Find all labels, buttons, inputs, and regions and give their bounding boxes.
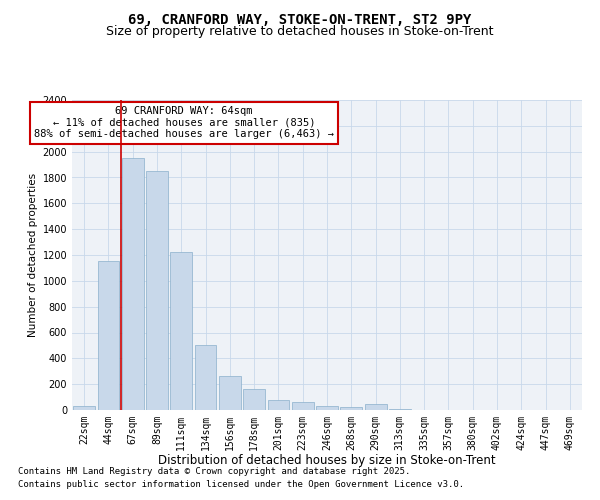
Text: 69, CRANFORD WAY, STOKE-ON-TRENT, ST2 9PY: 69, CRANFORD WAY, STOKE-ON-TRENT, ST2 9P…	[128, 12, 472, 26]
Bar	[268, 400, 289, 410]
Bar	[243, 388, 265, 410]
Text: 69 CRANFORD WAY: 64sqm
← 11% of detached houses are smaller (835)
88% of semi-de: 69 CRANFORD WAY: 64sqm ← 11% of detached…	[34, 106, 334, 140]
Bar	[146, 171, 168, 410]
Bar	[97, 262, 119, 410]
Bar	[365, 404, 386, 410]
Text: Size of property relative to detached houses in Stoke-on-Trent: Size of property relative to detached ho…	[106, 25, 494, 38]
Bar	[292, 402, 314, 410]
Bar	[340, 408, 362, 410]
Bar	[194, 346, 217, 410]
Bar	[170, 252, 192, 410]
Bar	[219, 376, 241, 410]
Text: Contains HM Land Registry data © Crown copyright and database right 2025.: Contains HM Land Registry data © Crown c…	[18, 467, 410, 476]
Bar	[73, 406, 95, 410]
Y-axis label: Number of detached properties: Number of detached properties	[28, 173, 38, 337]
Text: Contains public sector information licensed under the Open Government Licence v3: Contains public sector information licen…	[18, 480, 464, 489]
Bar	[122, 158, 143, 410]
Bar	[316, 406, 338, 410]
X-axis label: Distribution of detached houses by size in Stoke-on-Trent: Distribution of detached houses by size …	[158, 454, 496, 468]
